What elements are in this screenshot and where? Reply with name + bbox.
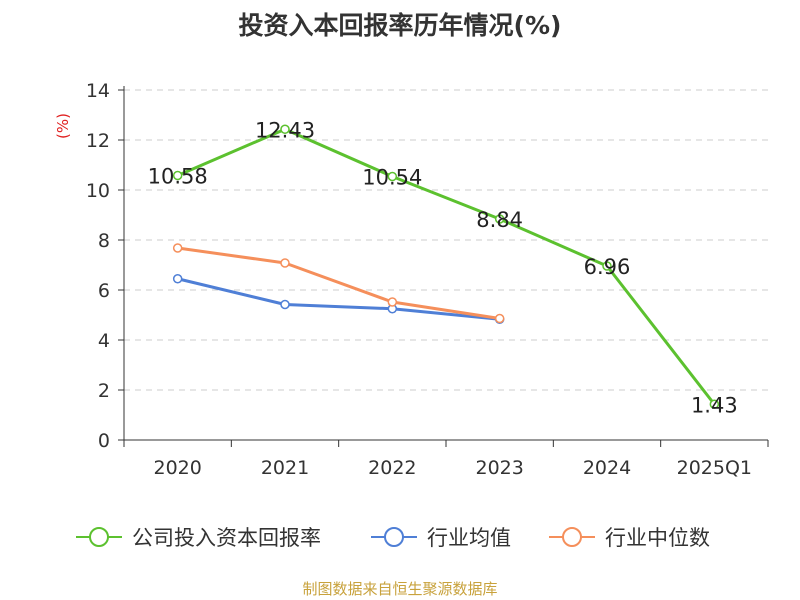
data-point [280,124,290,134]
legend-label: 行业中位数 [605,526,710,550]
series-line [177,246,500,320]
y-axis-label: (%) [54,113,72,139]
data-label: 8.84 [476,208,523,232]
legend-label: 公司投入资本回报率 [132,526,321,550]
x-tick-label: 2020 [153,457,201,479]
y-tick-label: 6 [98,280,110,302]
legend-marker [562,527,582,547]
data-label: 10.54 [362,166,422,190]
legend-marker [384,527,404,547]
y-tick-label: 4 [98,330,110,352]
y-tick-label: 12 [86,130,110,152]
data-label: 6.96 [584,255,631,279]
series-line [177,277,500,321]
data-point [494,313,505,324]
series-line [177,127,716,406]
y-tick-label: 8 [98,230,110,252]
data-point [172,274,183,284]
data-label: 10.58 [148,165,208,189]
y-tick-label: 10 [86,180,110,202]
y-tick-label: 2 [98,380,110,402]
data-point [172,243,183,253]
data-label: 1.43 [691,393,738,417]
legend-marker [89,527,109,547]
data-point [387,171,398,182]
data-source-note: 制图数据来自恒生聚源数据库 [302,580,498,598]
data-label: 12.43 [255,118,315,142]
data-point [172,170,183,181]
x-tick-label: 2023 [475,457,523,479]
x-tick-label: 2021 [261,457,309,479]
data-point [280,258,290,268]
data-point [709,399,720,409]
legend-label: 行业均值 [427,526,511,550]
data-point [387,297,398,307]
x-tick-label: 2025Q1 [677,457,752,479]
data-point [280,299,290,310]
y-tick-label: 0 [98,430,110,452]
data-point [602,261,612,271]
x-tick-label: 2022 [368,457,416,479]
x-tick-label: 2024 [583,457,631,479]
data-point [494,214,505,224]
y-tick-label: 14 [86,80,110,102]
chart-title: 投资入本回报率历年情况(%) [238,11,562,40]
